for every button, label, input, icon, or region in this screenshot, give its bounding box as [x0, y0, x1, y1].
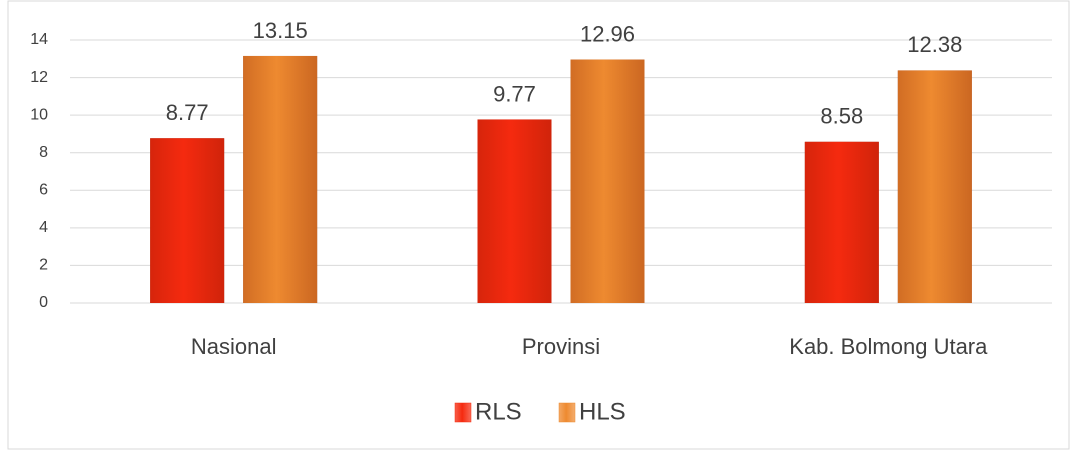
y-tick-label: 4 — [39, 219, 48, 236]
bar — [804, 141, 879, 303]
bar — [243, 55, 318, 303]
y-tick-label: 2 — [39, 257, 48, 274]
y-tick-label: 8 — [39, 144, 48, 161]
value-label: 13.15 — [253, 18, 308, 43]
y-tick-label: 14 — [30, 31, 48, 48]
value-label: 8.77 — [166, 100, 209, 125]
bar — [477, 119, 552, 304]
value-label: 12.96 — [580, 21, 635, 46]
y-tick-label: 10 — [30, 106, 48, 123]
legend-label: HLS — [579, 398, 626, 425]
bar — [897, 70, 972, 303]
value-label: 8.58 — [820, 104, 863, 129]
legend-label: RLS — [475, 398, 522, 425]
x-tick-label: Provinsi — [522, 334, 600, 359]
y-tick-label: 0 — [39, 294, 48, 311]
y-tick-label: 6 — [39, 182, 48, 199]
legend-swatch — [558, 402, 576, 423]
y-tick-label: 12 — [30, 69, 48, 86]
x-tick-label: Kab. Bolmong Utara — [789, 334, 988, 359]
value-label: 12.38 — [907, 32, 962, 57]
x-tick-label: Nasional — [191, 334, 277, 359]
bar — [150, 138, 225, 303]
bar — [570, 59, 645, 304]
value-label: 9.77 — [493, 81, 536, 106]
legend-swatch — [454, 402, 472, 423]
